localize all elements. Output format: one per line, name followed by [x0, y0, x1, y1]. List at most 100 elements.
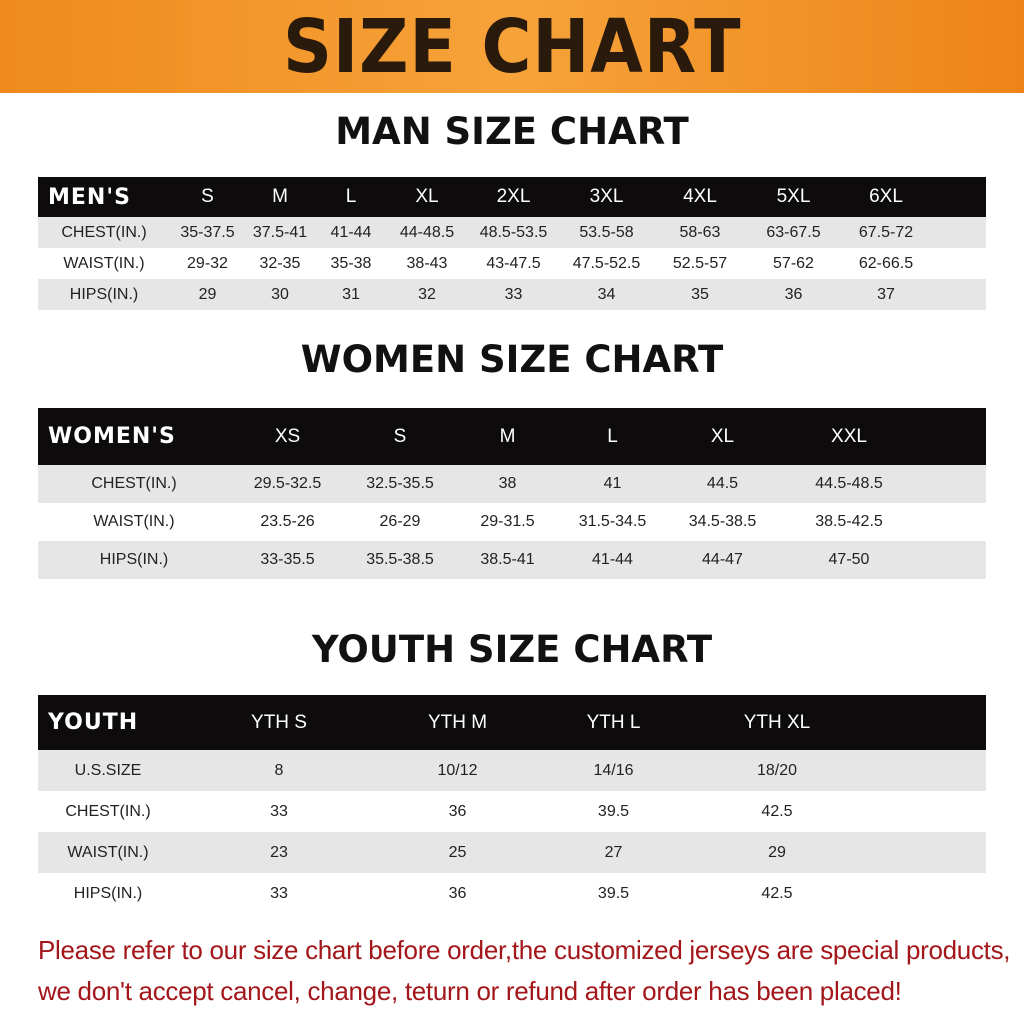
notice-line-1: Please refer to our size chart before or… — [38, 935, 1011, 965]
table-category: YOUTH — [38, 695, 178, 750]
table-row: WAIST(IN.) 23.5-26 26-29 29-31.5 31.5-34.5 34… — [38, 503, 986, 541]
table-category: MEN'S — [38, 177, 170, 217]
table-cell: 44.5 — [665, 465, 780, 503]
row-label: CHEST(IN.) — [38, 217, 170, 248]
table-cell: 33 — [270, 802, 288, 820]
row-label: WAIST(IN.) — [63, 254, 145, 272]
size-header: 4XL — [653, 177, 747, 217]
table-cell: 34.5-38.5 — [688, 513, 757, 530]
table-cell: 58-63 — [653, 217, 747, 248]
table-cell: 41-44 — [560, 541, 665, 579]
size-header: YTH L — [535, 695, 692, 750]
table-cell: 37 — [840, 279, 932, 310]
table-cell: 48.5-53.5 — [467, 217, 560, 248]
size-header: M — [455, 408, 560, 465]
table-cell: 35-38 — [330, 254, 372, 272]
table-row: U.S.SIZE 8 10/12 14/16 18/20 — [38, 750, 986, 791]
size-header: S — [345, 408, 455, 465]
size-header: XXL — [780, 408, 918, 465]
table-cell: 36 — [448, 802, 467, 820]
table-cell: 53.5-58 — [560, 217, 653, 248]
table-row: CHEST(IN.) 33 36 39.5 42.5 — [38, 791, 986, 832]
table-cell: 29-31.5 — [480, 513, 535, 530]
table-cell: 41-44 — [315, 217, 387, 248]
men-size-table: MEN'S S M L XL 2XL 3XL 4XL 5XL 6XL CHEST(IN.) 35-37… — [38, 177, 986, 310]
youth-size-table: YOUTH YTH S YTH M YTH L YTH XL U.S.SIZE 8 10/12… — [38, 695, 986, 914]
table-cell: 33 — [270, 884, 288, 902]
table-cell: 34 — [560, 279, 653, 310]
table-cell: 30 — [245, 279, 315, 310]
table-cell: 23.5-26 — [260, 513, 315, 530]
table-cell: 43-47.5 — [486, 254, 541, 272]
table-cell: 33-35.5 — [230, 541, 345, 579]
table-cell: 31 — [315, 279, 387, 310]
table-cell: 42.5 — [761, 802, 793, 820]
table-cell: 33 — [467, 279, 560, 310]
table-row: WAIST(IN.) 23 25 27 29 — [38, 832, 986, 873]
table-cell: 39.5 — [597, 884, 630, 902]
table-cell: 44-48.5 — [387, 217, 467, 248]
size-header: XL — [665, 408, 780, 465]
table-cell: 44.5-48.5 — [780, 465, 918, 503]
table-cell: 38.5-41 — [455, 541, 560, 579]
table-cell: 35-37.5 — [170, 217, 245, 248]
table-row: HIPS(IN.) 33 36 39.5 42.5 — [38, 873, 986, 914]
men-section-title: MAN SIZE CHART — [335, 110, 689, 153]
youth-section-title: YOUTH SIZE CHART — [311, 628, 713, 671]
table-cell: 27 — [535, 832, 692, 873]
table-row: CHEST(IN.) 29.5-32.5 32.5-35.5 38 41 44.5 44.5… — [38, 465, 986, 503]
size-header: 3XL — [560, 177, 653, 217]
table-row: CHEST(IN.) 35-37.5 37.5-41 41-44 44-48.5 48.5… — [38, 217, 986, 248]
table-cell: 42.5 — [761, 884, 793, 902]
table-cell: 38 — [455, 465, 560, 503]
table-cell: 37.5-41 — [245, 217, 315, 248]
table-cell: 62-66.5 — [858, 254, 914, 272]
table-cell: 39.5 — [597, 802, 630, 820]
size-header: L — [560, 408, 665, 465]
size-header: M — [245, 177, 315, 217]
table-cell: 29.5-32.5 — [230, 465, 345, 503]
size-header: S — [170, 177, 245, 217]
table-cell: 29 — [692, 832, 862, 873]
women-section-title: WOMEN SIZE CHART — [300, 338, 724, 381]
row-label: HIPS(IN.) — [38, 279, 170, 310]
size-header: YTH M — [380, 695, 535, 750]
size-header: XS — [230, 408, 345, 465]
table-cell: 29-32 — [187, 254, 228, 272]
row-label: HIPS(IN.) — [73, 884, 143, 902]
table-cell: 36 — [448, 884, 467, 902]
table-cell: 35 — [653, 279, 747, 310]
table-cell: 8 — [178, 750, 380, 791]
table-row: HIPS(IN.) 29 30 31 32 33 34 35 36 37 — [38, 279, 986, 310]
row-label: CHEST(IN.) — [38, 465, 230, 503]
row-label: CHEST(IN.) — [65, 802, 151, 820]
table-cell: 63-67.5 — [747, 217, 840, 248]
table-cell: 67.5-72 — [840, 217, 932, 248]
size-header: YTH XL — [692, 695, 862, 750]
table-cell: 47-50 — [780, 541, 918, 579]
table-cell: 18/20 — [692, 750, 862, 791]
table-cell: 32 — [387, 279, 467, 310]
table-cell: 29 — [170, 279, 245, 310]
table-cell: 31.5-34.5 — [578, 513, 647, 530]
size-header: YTH S — [178, 695, 380, 750]
table-cell: 26-29 — [379, 513, 421, 530]
table-cell: 57-62 — [773, 254, 814, 272]
notice-line-2: we don't accept cancel, change, teturn o… — [38, 976, 902, 1006]
table-cell: 44-47 — [665, 541, 780, 579]
header-row: WOMEN'S XS S M L XL XXL — [38, 408, 986, 465]
table-cell: 32-35 — [259, 254, 301, 272]
page-title: SIZE CHART — [282, 3, 742, 90]
table-cell: 32.5-35.5 — [345, 465, 455, 503]
table-cell: 35.5-38.5 — [345, 541, 455, 579]
table-cell: 38.5-42.5 — [815, 513, 883, 530]
table-cell: 47.5-52.5 — [572, 254, 641, 272]
table-cell: 14/16 — [535, 750, 692, 791]
size-header: XL — [387, 177, 467, 217]
table-cell: 36 — [747, 279, 840, 310]
table-cell: 38-43 — [406, 254, 448, 272]
size-header: 6XL — [840, 177, 932, 217]
size-header: 5XL — [747, 177, 840, 217]
table-cell: 52.5-57 — [672, 254, 728, 272]
table-cell: 25 — [380, 832, 535, 873]
